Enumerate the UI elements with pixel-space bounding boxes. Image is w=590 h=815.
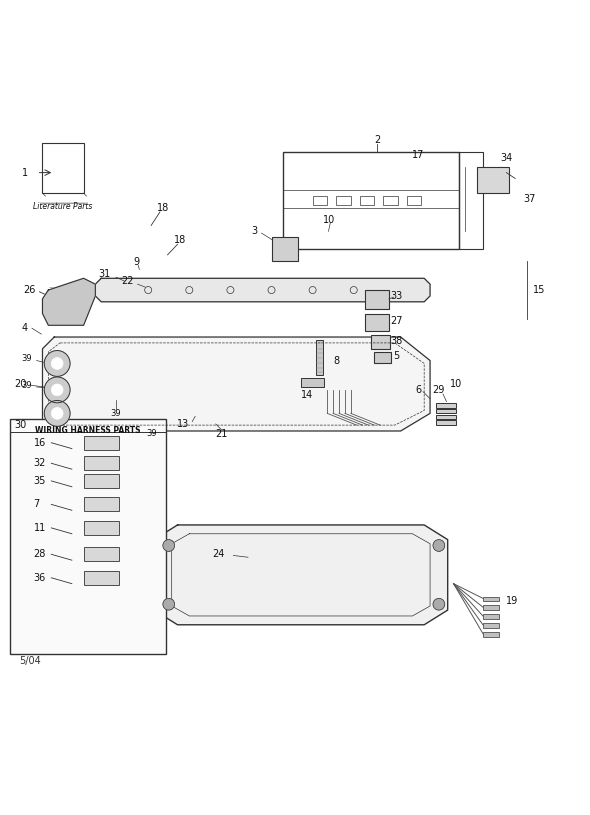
Text: 6: 6	[415, 385, 421, 395]
Text: 39: 39	[146, 430, 156, 438]
Bar	[477, 167, 509, 193]
Text: 11: 11	[34, 523, 46, 533]
Bar	[383, 196, 398, 205]
Bar	[365, 314, 389, 331]
Bar	[359, 196, 374, 205]
Text: 19: 19	[506, 597, 519, 606]
Bar	[10, 419, 166, 654]
Bar	[84, 570, 119, 585]
Text: 10: 10	[450, 379, 463, 389]
Bar	[84, 456, 119, 470]
Bar	[460, 152, 483, 249]
Polygon shape	[154, 525, 448, 625]
Bar	[436, 408, 457, 413]
Text: 34: 34	[500, 153, 513, 163]
Text: 18: 18	[157, 203, 169, 213]
Text: 30: 30	[14, 420, 27, 430]
Text: 1: 1	[22, 168, 28, 178]
Bar	[483, 632, 499, 637]
Text: 17: 17	[412, 150, 424, 160]
Bar	[316, 340, 323, 375]
Circle shape	[51, 384, 63, 396]
Text: WIRING HARNESS PARTS: WIRING HARNESS PARTS	[35, 426, 141, 435]
Text: 18: 18	[175, 236, 186, 245]
Text: 5: 5	[393, 350, 399, 361]
Text: 28: 28	[34, 549, 46, 559]
Circle shape	[44, 377, 70, 403]
Bar	[374, 352, 391, 363]
Bar	[313, 196, 327, 205]
Bar	[84, 547, 119, 562]
Text: Literature Parts: Literature Parts	[34, 202, 93, 211]
Text: 39: 39	[110, 409, 121, 418]
Text: 8: 8	[333, 355, 339, 365]
Text: 20: 20	[14, 379, 27, 389]
Bar	[42, 143, 84, 193]
Text: 35: 35	[34, 476, 46, 486]
Text: 22: 22	[122, 276, 134, 286]
Text: 36: 36	[34, 573, 46, 583]
Bar	[84, 474, 119, 488]
Bar	[371, 335, 390, 349]
Text: 29: 29	[432, 385, 445, 395]
Circle shape	[44, 350, 70, 377]
Text: 7: 7	[34, 500, 40, 509]
Polygon shape	[42, 278, 96, 325]
Text: 27: 27	[390, 315, 402, 325]
Circle shape	[163, 598, 175, 610]
Text: 9: 9	[133, 257, 139, 267]
Text: 2: 2	[374, 135, 381, 145]
Polygon shape	[42, 337, 430, 431]
Bar	[483, 597, 499, 601]
Text: 10: 10	[323, 214, 335, 225]
Bar	[84, 497, 119, 512]
Text: 39: 39	[21, 381, 32, 390]
Bar	[271, 237, 298, 261]
Text: 26: 26	[24, 285, 36, 295]
Bar	[483, 623, 499, 628]
Bar	[436, 421, 457, 425]
Bar	[436, 415, 457, 419]
Text: 21: 21	[215, 429, 228, 439]
Text: 5/04: 5/04	[19, 656, 41, 666]
Bar	[84, 521, 119, 535]
Text: 3: 3	[251, 227, 257, 236]
Bar	[301, 378, 324, 387]
Circle shape	[433, 598, 445, 610]
Circle shape	[44, 400, 70, 426]
Polygon shape	[96, 278, 430, 302]
Bar	[436, 403, 457, 408]
Text: 4: 4	[22, 324, 28, 333]
Bar	[407, 196, 421, 205]
Text: 32: 32	[34, 458, 46, 469]
Circle shape	[163, 540, 175, 552]
Bar	[483, 615, 499, 619]
Circle shape	[433, 540, 445, 552]
Text: 15: 15	[533, 285, 545, 295]
Text: 38: 38	[390, 336, 402, 346]
Bar	[336, 196, 351, 205]
Text: 37: 37	[524, 194, 536, 204]
Bar	[483, 606, 499, 610]
Text: 13: 13	[178, 419, 189, 429]
Text: 31: 31	[98, 269, 110, 279]
Circle shape	[51, 358, 63, 369]
Text: 14: 14	[301, 390, 313, 399]
Text: 16: 16	[34, 438, 46, 447]
Bar	[365, 290, 389, 309]
Circle shape	[51, 408, 63, 419]
Bar	[84, 436, 119, 450]
Bar	[283, 152, 460, 249]
Text: 24: 24	[212, 549, 225, 559]
Text: 39: 39	[21, 355, 32, 363]
Text: 33: 33	[390, 291, 402, 301]
